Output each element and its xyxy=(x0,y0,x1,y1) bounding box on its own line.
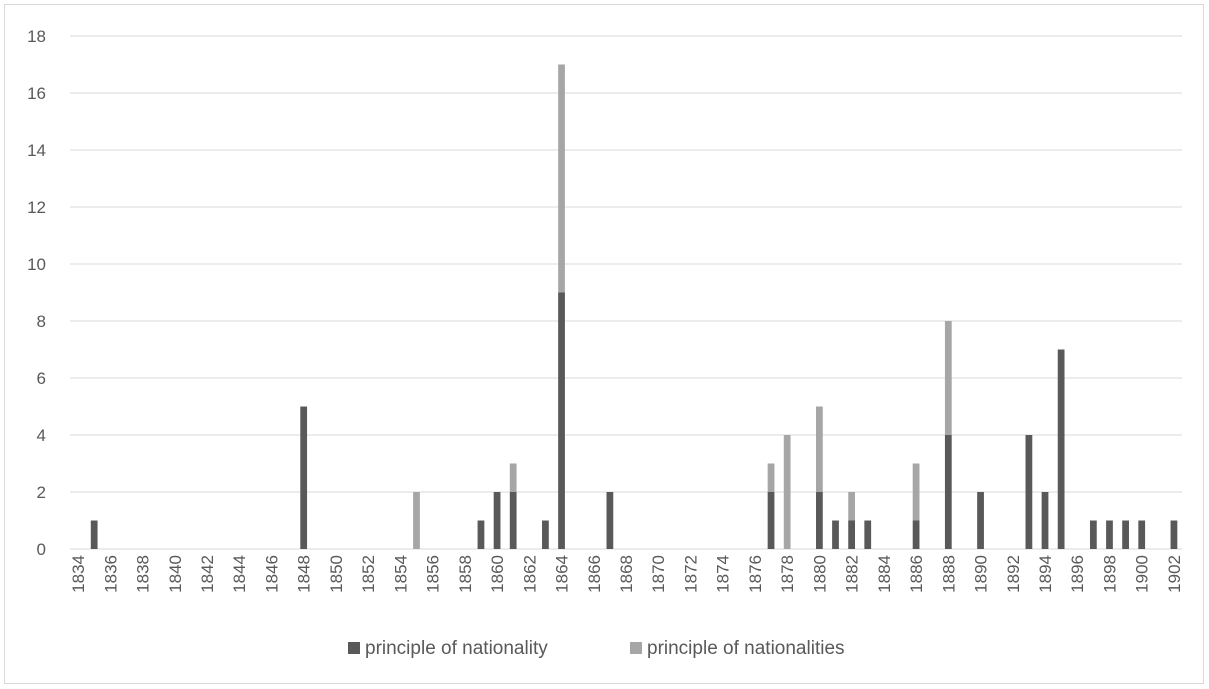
legend: principle of nationality principle of nat… xyxy=(348,638,845,659)
y-tick-label: 6 xyxy=(37,369,46,388)
x-tick-label: 1884 xyxy=(875,555,894,593)
x-tick-label: 1878 xyxy=(778,555,797,593)
bar-segment-nationality xyxy=(1170,520,1178,549)
x-tick-label: 1864 xyxy=(553,555,572,593)
bar-segment-nationality xyxy=(558,292,565,549)
bar-segment-nationality xyxy=(767,492,775,549)
bar-segment-nationality xyxy=(912,520,920,549)
bar-segment-nationality xyxy=(864,520,872,549)
legend-swatch xyxy=(348,642,360,654)
y-tick-label: 16 xyxy=(27,84,46,103)
bar-segment-nationality xyxy=(944,435,952,549)
bars xyxy=(90,64,1178,549)
bar-segment-nationalities xyxy=(767,463,775,492)
bar-segment-nationality xyxy=(832,520,839,549)
x-tick-label: 1870 xyxy=(649,555,668,593)
x-tick-label: 1852 xyxy=(359,555,378,593)
bar-segment-nationality xyxy=(1025,435,1033,549)
x-tick-label: 1876 xyxy=(746,555,765,593)
bar-segment-nationality xyxy=(1041,492,1049,549)
x-tick-label: 1882 xyxy=(843,555,862,593)
bar-segment-nationalities xyxy=(848,492,856,521)
x-tick-label: 1866 xyxy=(585,555,604,593)
x-tick-label: 1836 xyxy=(101,555,120,593)
y-tick-label: 8 xyxy=(37,312,46,331)
x-tick-label: 1874 xyxy=(714,555,733,593)
legend-label: principle of nationality xyxy=(365,638,548,659)
x-axis-ticks: 1834 1836 1838 1840 1842 1844 1846 1848 1850 1852… xyxy=(69,555,1184,593)
bar-segment-nationality xyxy=(606,492,614,549)
bar-segment-nationality xyxy=(542,520,549,549)
bar-segment-nationalities xyxy=(783,435,791,549)
y-tick-label: 0 xyxy=(37,540,46,559)
legend-label: principle of nationalities xyxy=(647,638,845,659)
bar-segment-nationality xyxy=(90,520,98,549)
x-tick-label: 1858 xyxy=(456,555,475,593)
bar-segment-nationality xyxy=(848,520,856,549)
x-tick-label: 1842 xyxy=(198,555,217,593)
x-tick-label: 1848 xyxy=(295,555,314,593)
bar-segment-nationality xyxy=(1106,520,1113,549)
y-tick-label: 18 xyxy=(27,27,46,46)
x-tick-label: 1880 xyxy=(810,555,829,593)
y-axis-ticks: 0 2 4 6 8 10 12 14 16 18 xyxy=(27,27,46,559)
bar-segment-nationality xyxy=(1122,520,1129,549)
bar-segment-nationality xyxy=(300,406,308,549)
bar-segment-nationalities xyxy=(944,321,952,435)
x-tick-label: 1902 xyxy=(1165,555,1184,593)
x-tick-label: 1898 xyxy=(1100,555,1119,593)
x-tick-label: 1846 xyxy=(262,555,281,593)
legend-swatch xyxy=(630,642,642,654)
bar-segment-nationality xyxy=(477,520,485,549)
y-tick-label: 2 xyxy=(37,483,46,502)
gridlines xyxy=(70,35,1182,550)
y-tick-label: 12 xyxy=(27,198,46,217)
bar-segment-nationality xyxy=(977,492,984,549)
x-tick-label: 1900 xyxy=(1133,555,1152,593)
y-tick-label: 4 xyxy=(37,426,46,445)
bar-segment-nationalities xyxy=(912,463,920,521)
chart-frame xyxy=(4,4,1204,684)
bar-segment-nationality xyxy=(1057,349,1065,549)
x-tick-label: 1896 xyxy=(1068,555,1087,593)
x-tick-label: 1840 xyxy=(166,555,185,593)
bar-segment-nationality xyxy=(1138,520,1146,549)
x-tick-label: 1892 xyxy=(1004,555,1023,593)
bar-segment-nationality xyxy=(1089,520,1097,549)
y-tick-label: 10 xyxy=(27,255,46,274)
bar-segment-nationality xyxy=(509,492,517,549)
x-tick-label: 1854 xyxy=(391,555,410,593)
x-tick-label: 1850 xyxy=(327,555,346,593)
x-tick-label: 1838 xyxy=(134,555,153,593)
bar-segment-nationality xyxy=(816,492,823,549)
x-tick-label: 1894 xyxy=(1036,555,1055,593)
x-tick-label: 1890 xyxy=(972,555,991,593)
x-tick-label: 1872 xyxy=(681,555,700,593)
x-tick-label: 1834 xyxy=(69,555,88,593)
bar-segment-nationalities xyxy=(413,492,420,549)
x-tick-label: 1868 xyxy=(617,555,636,593)
y-tick-label: 14 xyxy=(27,141,46,160)
x-tick-label: 1862 xyxy=(520,555,539,593)
x-tick-label: 1844 xyxy=(230,555,249,593)
bar-segment-nationalities xyxy=(558,64,565,293)
bar-segment-nationality xyxy=(493,492,501,549)
bar-segment-nationalities xyxy=(816,406,823,492)
x-tick-label: 1888 xyxy=(939,555,958,593)
x-tick-label: 1886 xyxy=(907,555,926,593)
x-tick-label: 1856 xyxy=(424,555,443,593)
x-tick-label: 1860 xyxy=(488,555,507,593)
bar-segment-nationalities xyxy=(509,463,517,492)
